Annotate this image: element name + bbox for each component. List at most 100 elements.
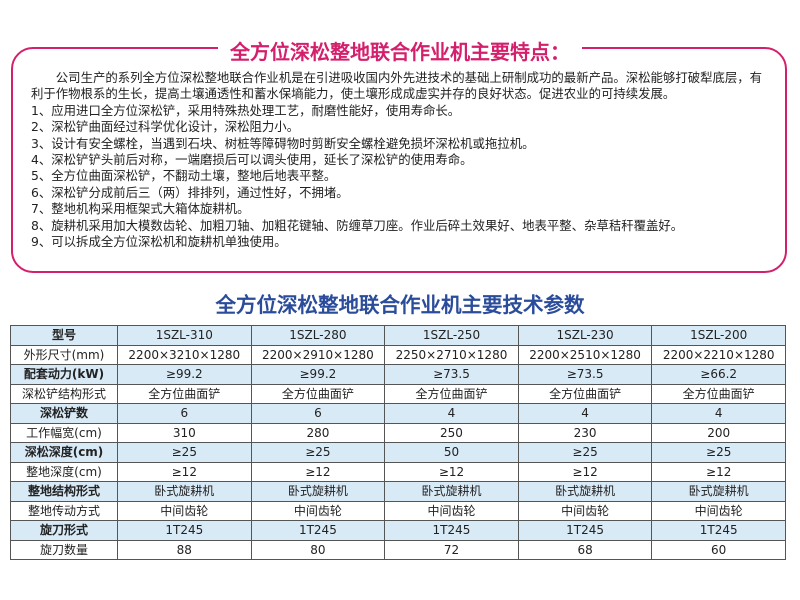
- table-cell: 88: [117, 539, 252, 560]
- table-cell: 1T245: [250, 520, 386, 541]
- table-cell: 1SZL-280: [250, 325, 386, 346]
- features-list: 1、应用进口全方位深松铲，采用特殊热处理工艺，耐磨性能好，使用寿命长。 2、深松铲…: [31, 103, 771, 251]
- table-cell: 1T245: [651, 520, 786, 541]
- features-intro: 公司生产的系列全方位深松整地联合作业机是在引进吸收国内外先进技术的基础上研制成功…: [31, 70, 763, 102]
- table-row: 配套动力(kW) ≥99.2 ≥99.2 ≥73.5 ≥73.5 ≥66.2: [10, 364, 786, 385]
- specs-table: 型号 1SZL-310 1SZL-280 1SZL-250 1SZL-230 1SZL-2…: [10, 325, 786, 560]
- features-title: 全方位深松整地联合作业机主要特点：: [218, 40, 582, 64]
- row-label: 深松深度(cm): [10, 442, 118, 463]
- feature-item: 5、全方位曲面深松铲，不翻动土壤，整地后地表平整。: [31, 168, 337, 184]
- table-row: 深松铲数 6 6 4 4 4: [10, 403, 786, 424]
- table-cell: 全方位曲面铲: [384, 383, 519, 404]
- table-row: 深松深度(cm) ≥25 ≥25 50 ≥25 ≥25: [10, 442, 786, 463]
- table-cell: 4: [517, 403, 653, 424]
- table-cell: 全方位曲面铲: [250, 383, 386, 404]
- table-cell: 1T245: [384, 520, 519, 541]
- feature-item: 2、深松铲曲面经过科学优化设计，深松阻力小。: [31, 119, 300, 135]
- table-cell: ≥66.2: [651, 364, 786, 385]
- row-label: 旋刀形式: [10, 520, 118, 541]
- table-row: 旋刀形式 1T245 1T245 1T245 1T245 1T245: [10, 520, 786, 541]
- table-row: 型号 1SZL-310 1SZL-280 1SZL-250 1SZL-230 1SZL-2…: [10, 325, 786, 346]
- feature-item: 6、深松铲分成前后三（两）排排列，通过性好，不拥堵。: [31, 184, 349, 200]
- table-cell: 1T245: [517, 520, 653, 541]
- feature-item: 8、旋耕机采用加大模数齿轮、加粗刀轴、加粗花键轴、防缠草刀座。作业后碎土效果好、…: [31, 217, 684, 233]
- table-row: 外形尺寸(mm) 2200×3210×1280 2200×2910×1280 2250…: [10, 344, 786, 365]
- features-title-wrap: 全方位深松整地联合作业机主要特点：: [0, 36, 800, 65]
- table-cell: ≥99.2: [250, 364, 386, 385]
- row-label: 外形尺寸(mm): [10, 344, 118, 365]
- table-cell: ≥12: [384, 461, 519, 482]
- table-cell: ≥12: [117, 461, 252, 482]
- table-cell: ≥25: [651, 442, 786, 463]
- table-row: 整地传动方式 中间齿轮 中间齿轮 中间齿轮 中间齿轮 中间齿轮: [10, 500, 786, 521]
- table-cell: 80: [250, 539, 386, 560]
- row-label: 整地深度(cm): [10, 461, 118, 482]
- table-cell: ≥99.2: [117, 364, 252, 385]
- table-cell: 中间齿轮: [517, 500, 653, 521]
- table-cell: 中间齿轮: [384, 500, 519, 521]
- table-cell: 310: [117, 422, 252, 443]
- row-label: 深松铲数: [10, 403, 118, 424]
- row-label: 工作幅宽(cm): [10, 422, 118, 443]
- table-cell: 中间齿轮: [117, 500, 252, 521]
- table-cell: ≥25: [117, 442, 252, 463]
- feature-item: 1、应用进口全方位深松铲，采用特殊热处理工艺，耐磨性能好，使用寿命长。: [31, 102, 461, 118]
- table-cell: 4: [651, 403, 786, 424]
- feature-item: 7、整地机构采用框架式大箱体旋耕机。: [31, 201, 250, 217]
- table-cell: 68: [517, 539, 653, 560]
- row-label: 整地结构形式: [10, 481, 118, 502]
- table-cell: 4: [384, 403, 519, 424]
- table-cell: 230: [517, 422, 653, 443]
- table-cell: 200: [651, 422, 786, 443]
- table-cell: 卧式旋耕机: [384, 481, 519, 502]
- row-label: 配套动力(kW): [10, 364, 118, 385]
- row-label: 型号: [10, 325, 118, 346]
- table-cell: 全方位曲面铲: [517, 383, 653, 404]
- table-cell: ≥12: [651, 461, 786, 482]
- features-body: 公司生产的系列全方位深松整地联合作业机是在引进吸收国内外先进技术的基础上研制成功…: [31, 70, 771, 250]
- table-cell: 60: [651, 539, 786, 560]
- table-cell: 2200×3210×1280: [117, 344, 252, 365]
- row-label: 整地传动方式: [10, 500, 118, 521]
- table-cell: 卧式旋耕机: [250, 481, 386, 502]
- table-cell: 全方位曲面铲: [651, 383, 786, 404]
- table-cell: ≥12: [250, 461, 386, 482]
- table-cell: ≥73.5: [517, 364, 653, 385]
- table-cell: 72: [384, 539, 519, 560]
- table-row: 旋刀数量 88 80 72 68 60: [10, 539, 786, 560]
- table-row: 工作幅宽(cm) 310 280 250 230 200: [10, 422, 786, 443]
- table-cell: ≥73.5: [384, 364, 519, 385]
- table-cell: 1SZL-250: [384, 325, 519, 346]
- table-cell: ≥25: [517, 442, 653, 463]
- table-cell: ≥12: [517, 461, 653, 482]
- feature-item: 9、可以拆成全方位深松机和旋耕机单独使用。: [31, 234, 287, 250]
- table-cell: 1T245: [117, 520, 252, 541]
- table-cell: 卧式旋耕机: [117, 481, 252, 502]
- table-cell: 1SZL-230: [517, 325, 653, 346]
- table-row: 整地深度(cm) ≥12 ≥12 ≥12 ≥12 ≥12: [10, 461, 786, 482]
- table-cell: 6: [250, 403, 386, 424]
- row-label: 深松铲结构形式: [10, 383, 118, 404]
- table-cell: ≥25: [250, 442, 386, 463]
- table-cell: 2200×2910×1280: [250, 344, 386, 365]
- table-cell: 2200×2210×1280: [651, 344, 786, 365]
- table-cell: 卧式旋耕机: [651, 481, 786, 502]
- table-cell: 中间齿轮: [250, 500, 386, 521]
- table-cell: 250: [384, 422, 519, 443]
- row-label: 旋刀数量: [10, 539, 118, 560]
- table-cell: 280: [250, 422, 386, 443]
- feature-item: 3、设计有安全螺栓，当遇到石块、树桩等障碍物时剪断安全螺栓避免损坏深松机或拖拉机…: [31, 135, 535, 151]
- table-cell: 全方位曲面铲: [117, 383, 252, 404]
- specs-title: 全方位深松整地联合作业机主要技术参数: [215, 293, 585, 317]
- table-cell: 1SZL-310: [117, 325, 252, 346]
- table-cell: 2200×2510×1280: [517, 344, 653, 365]
- table-cell: 50: [384, 442, 519, 463]
- feature-item: 4、深松铲铲头前后对称，一端磨损后可以调头使用，延长了深松铲的使用寿命。: [31, 152, 473, 168]
- table-cell: 中间齿轮: [651, 500, 786, 521]
- table-cell: 6: [117, 403, 252, 424]
- table-cell: 2250×2710×1280: [384, 344, 519, 365]
- table-cell: 卧式旋耕机: [517, 481, 653, 502]
- table-cell: 1SZL-200: [651, 325, 786, 346]
- table-row: 深松铲结构形式 全方位曲面铲 全方位曲面铲 全方位曲面铲 全方位曲面铲 全方位曲面铲: [10, 383, 786, 404]
- table-row: 整地结构形式 卧式旋耕机 卧式旋耕机 卧式旋耕机 卧式旋耕机 卧式旋耕机: [10, 481, 786, 502]
